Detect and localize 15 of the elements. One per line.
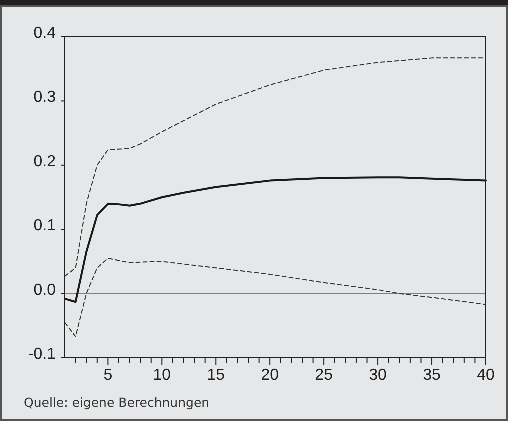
x-tick-label: 35 [423,367,442,384]
x-tick-label: 5 [104,367,113,384]
y-tick-label: 0.4 [34,25,56,42]
x-tick-label: 25 [315,367,334,384]
source-note: Quelle: eigene Berechnungen [24,395,210,410]
y-tick-label: 0.1 [34,218,56,235]
y-tick-label: 0.2 [34,153,56,170]
x-tick-label: 20 [261,367,280,384]
x-tick-label: 10 [153,367,172,384]
x-tick-label: 40 [477,367,495,384]
y-tick-label: 0.3 [34,89,56,106]
y-tick-label: -0.1 [28,346,56,363]
x-tick-label: 30 [369,367,388,384]
x-tick-label: 15 [207,367,226,384]
y-tick-label: 0.0 [34,282,56,299]
